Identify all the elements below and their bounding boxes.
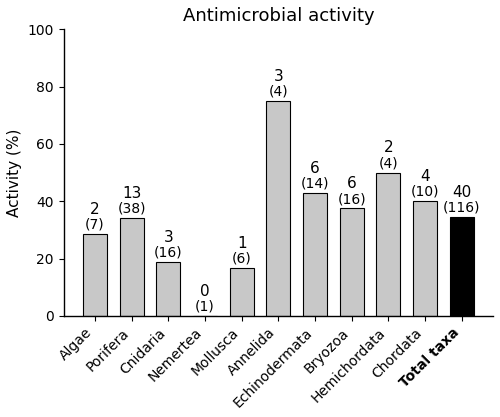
Text: 2: 2 [384,141,393,156]
Text: 1: 1 [237,236,246,251]
Text: (7): (7) [85,218,105,232]
Y-axis label: Activity (%): Activity (%) [7,128,22,217]
Text: (16): (16) [338,192,366,206]
Text: (4): (4) [378,156,398,170]
Text: (116): (116) [443,201,480,215]
Bar [230,268,254,316]
Bar [413,201,437,316]
Text: (6): (6) [232,252,252,266]
Bar [340,208,363,316]
Text: (1): (1) [195,300,215,314]
Text: 6: 6 [347,176,356,191]
Bar [450,217,473,316]
Bar [156,262,180,316]
Text: 6: 6 [310,161,320,176]
Bar [120,218,144,316]
Text: 3: 3 [274,69,283,84]
Bar [303,193,327,316]
Bar [83,234,107,316]
Text: 40: 40 [452,185,471,200]
Text: 4: 4 [420,169,430,184]
Title: Antimicrobial activity: Antimicrobial activity [182,7,374,25]
Text: 2: 2 [90,202,100,217]
Bar [266,101,290,316]
Text: (4): (4) [268,85,288,99]
Text: (14): (14) [300,177,329,191]
Text: 3: 3 [164,230,173,245]
Text: (38): (38) [118,201,146,216]
Text: 13: 13 [122,186,142,201]
Bar [376,173,400,316]
Text: (16): (16) [154,246,182,260]
Text: 0: 0 [200,284,210,299]
Text: (10): (10) [410,185,439,199]
